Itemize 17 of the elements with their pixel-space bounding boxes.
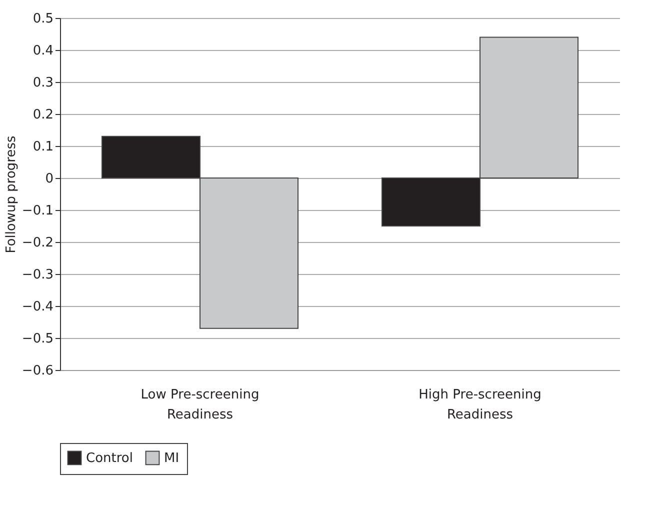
y-axis-title: Followup progress bbox=[4, 136, 19, 254]
y-tick-label: 0.3 bbox=[32, 76, 54, 90]
y-tick-label: −0.2 bbox=[22, 236, 54, 250]
legend-label: MI bbox=[164, 450, 180, 466]
y-tick-label: 0.5 bbox=[32, 12, 54, 26]
y-tick-label: −0.6 bbox=[22, 364, 54, 378]
legend-label: Control bbox=[86, 450, 133, 466]
y-tick-label: −0.5 bbox=[22, 332, 54, 346]
x-tick-label: Low Pre-screening Readiness bbox=[140, 388, 260, 422]
y-tick-label: 0.4 bbox=[32, 44, 54, 58]
y-tick-label: 0.1 bbox=[32, 140, 54, 154]
y-tick-label: 0.2 bbox=[32, 108, 54, 122]
x-tick-label: High Pre-screening Readiness bbox=[418, 388, 542, 422]
y-tick-label: −0.3 bbox=[22, 268, 54, 282]
y-tick-label: −0.1 bbox=[22, 204, 54, 218]
y-tick-label: 0 bbox=[45, 172, 54, 186]
y-tick-label: −0.4 bbox=[22, 300, 54, 314]
